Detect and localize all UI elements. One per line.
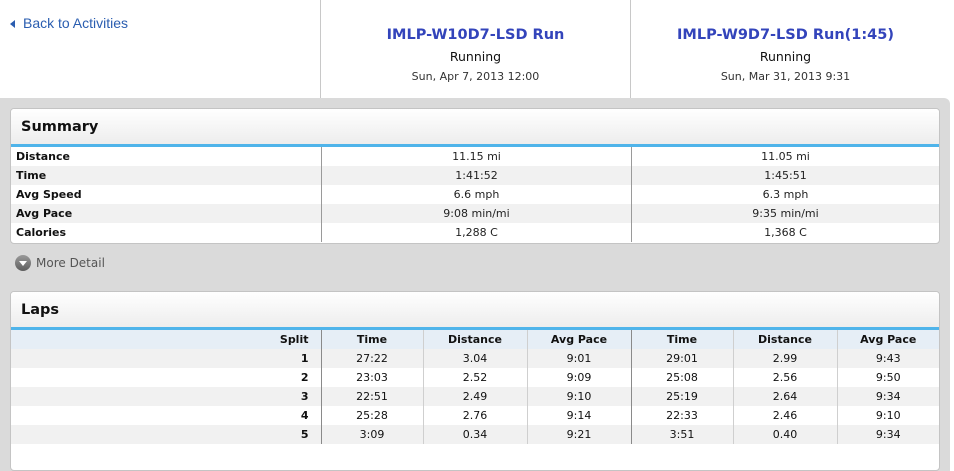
summary-panel-header: Summary (11, 109, 939, 147)
laps-header-row: Split Time Distance Avg Pace Time Distan… (11, 330, 939, 349)
summary-row: Avg Pace 9:08 min/mi 9:35 min/mi (11, 204, 939, 223)
lap-avg-pace: 9:01 (526, 349, 631, 368)
back-arrow-icon (10, 19, 15, 28)
col-header-avg-pace: Avg Pace (526, 330, 631, 349)
summary-value-activity-2: 6.3 mph (631, 185, 939, 204)
summary-label: Avg Pace (16, 207, 73, 220)
lap-row: 3 22:51 2.49 9:10 25:19 2.64 9:34 (11, 387, 939, 406)
lap-avg-pace: 9:10 (526, 387, 631, 406)
activity-title-link[interactable]: IMLP-W9D7-LSD Run(1:45) (677, 27, 894, 43)
lap-avg-pace: 9:21 (526, 425, 631, 444)
lap-time: 25:19 (630, 387, 733, 406)
summary-title: Summary (21, 118, 99, 135)
lap-split: 5 (11, 425, 321, 444)
summary-label: Time (16, 169, 47, 182)
lap-distance: 2.52 (422, 368, 527, 387)
lap-split: 4 (300, 409, 309, 422)
lap-distance: 2.46 (732, 406, 837, 425)
lap-split: 3 (11, 387, 321, 406)
laps-panel: Laps Split Time Distance Avg Pace Time D… (10, 291, 940, 471)
laps-panel-header: Laps (11, 292, 939, 330)
back-link-label: Back to Activities (23, 15, 129, 31)
lap-avg-pace: 9:14 (526, 406, 631, 425)
lap-row: 1 27:22 3.04 9:01 29:01 2.99 9:43 (11, 349, 939, 368)
lap-time: 3:09 (320, 425, 423, 444)
expand-circle-icon (15, 255, 31, 271)
summary-value-activity-1: 1:41:52 (321, 166, 631, 185)
summary-value-activity-1: 9:08 min/mi (321, 204, 631, 223)
lap-row: 5 3:09 0.34 9:21 3:51 0.40 9:34 (11, 425, 939, 444)
lap-distance: 2.76 (422, 406, 527, 425)
lap-distance: 2.49 (422, 387, 527, 406)
content-area: Summary Distance 11.15 mi 11.05 mi Time … (0, 98, 950, 471)
summary-value-activity-1: 6.6 mph (321, 185, 631, 204)
summary-value-activity-1: 11.15 mi (321, 147, 631, 166)
col-header-avg-pace: Avg Pace (836, 330, 939, 349)
lap-time: 29:01 (630, 349, 733, 368)
summary-label: Calories (16, 226, 67, 239)
col-header-split: Split (11, 330, 321, 349)
more-detail-toggle[interactable]: More Detail (15, 255, 105, 271)
laps-title: Laps (21, 301, 60, 318)
lap-time: 25:28 (320, 406, 423, 425)
lap-distance: 2.64 (732, 387, 837, 406)
lap-split: 2 (300, 371, 309, 384)
activity-title-link[interactable]: IMLP-W10D7-LSD Run (386, 27, 565, 43)
activity-header-1: IMLP-W10D7-LSD Run Running Sun, Apr 7, 2… (320, 0, 630, 98)
summary-row: Calories 1,288 C 1,368 C (11, 223, 939, 242)
lap-avg-pace: 9:10 (836, 406, 939, 425)
back-to-activities-link[interactable]: Back to Activities (10, 15, 128, 31)
col-header-distance: Distance (422, 330, 527, 349)
lap-avg-pace: 9:34 (836, 387, 939, 406)
lap-avg-pace: 9:43 (836, 349, 939, 368)
lap-time: 23:03 (320, 368, 423, 387)
summary-value-activity-2: 1,368 C (631, 223, 939, 242)
lap-distance: 2.56 (732, 368, 837, 387)
lap-time: 25:08 (630, 368, 733, 387)
lap-row: 4 25:28 2.76 9:14 22:33 2.46 9:10 (11, 406, 939, 425)
activity-date: Sun, Apr 7, 2013 12:00 (411, 70, 540, 83)
summary-value-activity-2: 11.05 mi (631, 147, 939, 166)
lap-distance: 0.40 (732, 425, 837, 444)
lap-distance: 3.04 (422, 349, 527, 368)
lap-distance: 0.34 (422, 425, 527, 444)
comparison-header: Back to Activities IMLP-W10D7-LSD Run Ru… (0, 0, 954, 98)
laps-table: Split Time Distance Avg Pace Time Distan… (11, 330, 939, 444)
col-header-time: Time (320, 330, 423, 349)
activity-type: Running (759, 49, 812, 64)
summary-row: Avg Speed 6.6 mph 6.3 mph (11, 185, 939, 204)
summary-value-activity-2: 1:45:51 (631, 166, 939, 185)
summary-value-activity-2: 9:35 min/mi (631, 204, 939, 223)
summary-table: Distance 11.15 mi 11.05 mi Time 1:41:52 … (11, 147, 939, 242)
lap-time: 22:33 (630, 406, 733, 425)
summary-row: Time 1:41:52 1:45:51 (11, 166, 939, 185)
activity-date: Sun, Mar 31, 2013 9:31 (720, 70, 851, 83)
summary-panel: Summary Distance 11.15 mi 11.05 mi Time … (10, 108, 940, 244)
col-header-distance: Distance (732, 330, 837, 349)
lap-time: 27:22 (320, 349, 423, 368)
lap-avg-pace: 9:50 (836, 368, 939, 387)
more-detail-label: More Detail (36, 256, 105, 270)
summary-label: Distance (16, 150, 70, 163)
lap-avg-pace: 9:09 (526, 368, 631, 387)
lap-time: 22:51 (320, 387, 423, 406)
lap-row: 2 23:03 2.52 9:09 25:08 2.56 9:50 (11, 368, 939, 387)
summary-value-activity-1: 1,288 C (321, 223, 631, 242)
lap-avg-pace: 9:34 (836, 425, 939, 444)
summary-row: Distance 11.15 mi 11.05 mi (11, 147, 939, 166)
summary-label: Avg Speed (16, 188, 82, 201)
lap-time: 3:51 (630, 425, 733, 444)
activity-type: Running (449, 49, 502, 64)
lap-distance: 2.99 (732, 349, 837, 368)
lap-split: 1 (11, 349, 321, 368)
col-header-time: Time (630, 330, 733, 349)
activity-header-2: IMLP-W9D7-LSD Run(1:45) Running Sun, Mar… (630, 0, 940, 98)
